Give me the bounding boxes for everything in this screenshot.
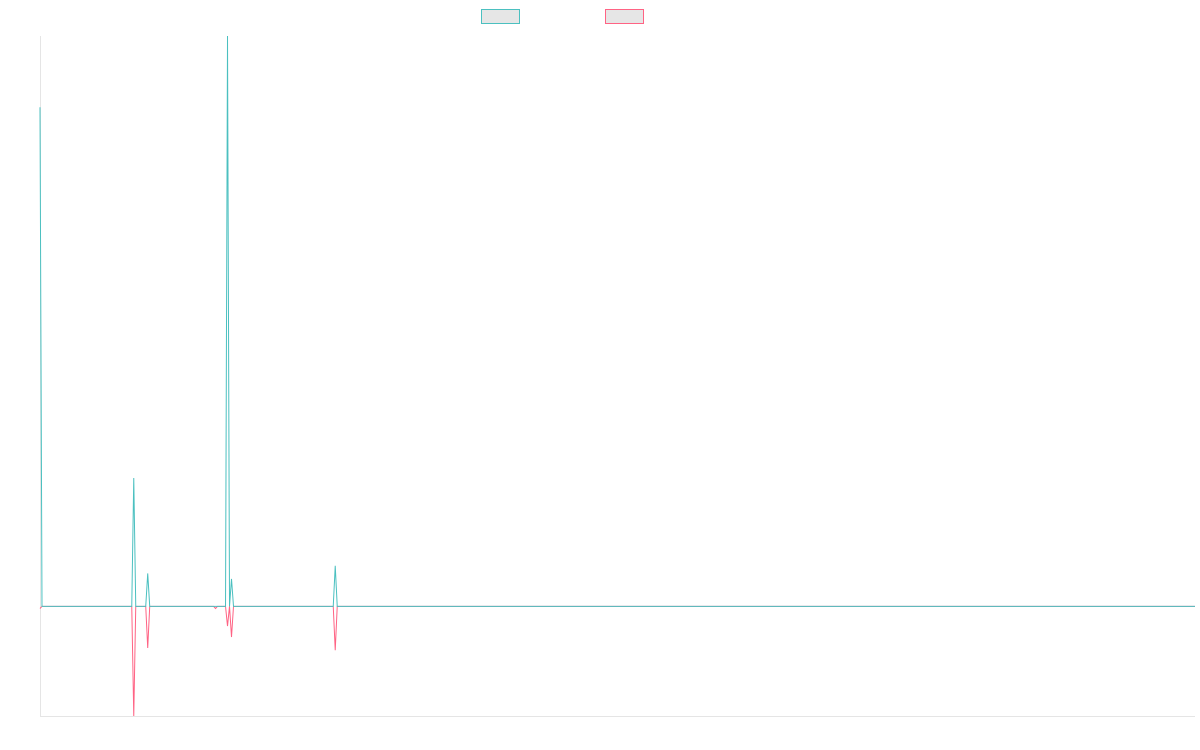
series-line-1 (39, 35, 1195, 607)
legend-swatch-series-1[interactable] (481, 9, 520, 24)
series-line-2 (39, 605, 1195, 717)
chart-legend (0, 9, 1200, 27)
legend-swatch-series-2[interactable] (605, 9, 644, 24)
series-layer (39, 35, 1195, 717)
